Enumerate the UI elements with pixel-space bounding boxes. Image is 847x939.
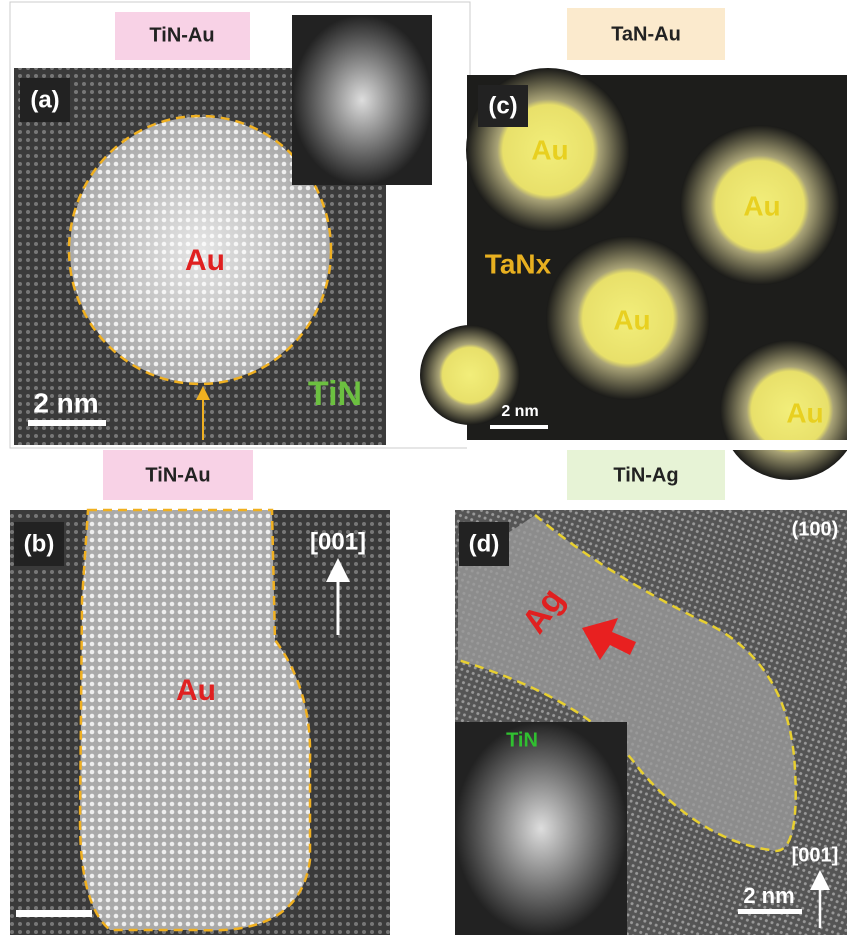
panel-label: (b) <box>24 530 55 557</box>
fft-inset <box>292 15 432 185</box>
particle-label: Au <box>176 674 216 707</box>
direction-label: [001] <box>310 528 366 555</box>
fft-inset <box>455 722 627 935</box>
panel-label: (c) <box>488 92 517 119</box>
particle-label: Au <box>743 190 780 221</box>
scale-bar <box>16 910 92 917</box>
mask <box>467 440 847 450</box>
scale-bar <box>490 425 548 429</box>
scale-bar-label: 2 nm <box>33 387 98 418</box>
panel-label: (d) <box>469 530 500 557</box>
panel-label: (a) <box>30 86 59 113</box>
particle-label: Au <box>613 304 650 335</box>
matrix-label: TiN <box>308 375 362 413</box>
particle-label: Au <box>786 397 823 428</box>
plane-label: (100) <box>792 518 839 540</box>
scale-bar <box>28 420 106 426</box>
particle-label: Au <box>185 244 225 277</box>
panel-header: TiN-Au <box>149 24 214 46</box>
matrix-label: TiN <box>506 729 538 751</box>
matrix-label: TaNx <box>485 248 552 279</box>
scale-bar-label: 2 nm <box>501 403 538 420</box>
figure: TiN-Au (a) Au TiN 2 nm TaN-Au (c) Au Au … <box>0 0 847 939</box>
panel-header: TiN-Ag <box>613 464 678 486</box>
particle-label: Au <box>531 134 568 165</box>
scale-bar <box>738 909 802 914</box>
panel-header: TiN-Au <box>145 464 210 486</box>
direction-label: [001] <box>792 844 839 866</box>
scale-bar-label: 2 nm <box>743 883 794 908</box>
panel-header: TaN-Au <box>611 23 681 45</box>
